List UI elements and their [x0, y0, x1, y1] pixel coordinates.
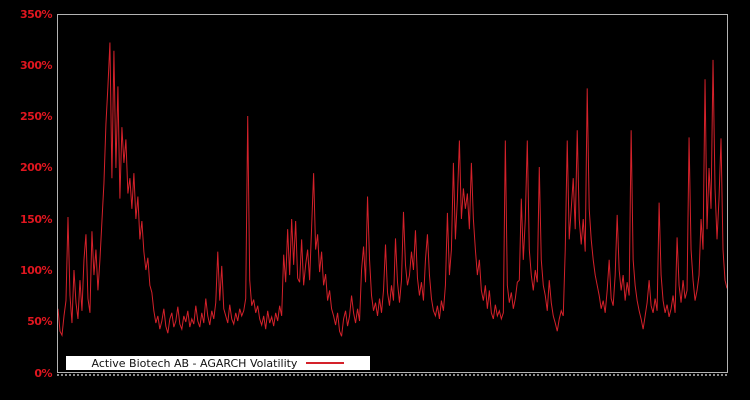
- chart-canvas: [58, 42, 727, 338]
- legend-line-sample-icon: [306, 362, 345, 364]
- plot-area: [57, 14, 728, 373]
- y-tick-150: 150%: [20, 213, 52, 226]
- legend-label: Active Biotech AB - AGARCH Volatility: [91, 356, 298, 370]
- y-tick-200: 200%: [20, 161, 52, 174]
- y-tick-100: 100%: [20, 264, 52, 277]
- y-tick-350: 350%: [20, 8, 52, 21]
- volatility-line-series: [58, 42, 727, 338]
- y-tick-0: 0%: [34, 367, 52, 380]
- y-tick-50: 50%: [27, 315, 52, 328]
- x-axis-tick-dashes: [57, 374, 729, 376]
- y-tick-300: 300%: [20, 59, 52, 72]
- y-tick-250: 250%: [20, 110, 52, 123]
- legend-box: Active Biotech AB - AGARCH Volatility: [66, 356, 370, 370]
